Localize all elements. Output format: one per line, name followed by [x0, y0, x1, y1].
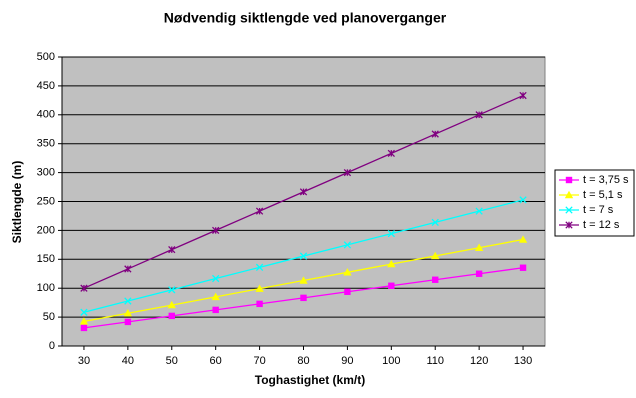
x-tick-label: 130 [514, 355, 532, 367]
data-point [475, 270, 483, 277]
data-point [388, 282, 395, 289]
y-axis-title: Siktlengde (m) [10, 161, 24, 244]
data-point [168, 245, 176, 254]
data-point [79, 317, 89, 325]
legend-marker [565, 221, 573, 229]
y-tick-label: 350 [37, 138, 55, 150]
data-point [123, 309, 133, 317]
data-point [255, 263, 264, 271]
data-point [343, 241, 352, 249]
data-point [80, 308, 88, 316]
data-point [519, 264, 527, 271]
x-tick-label: 70 [253, 355, 265, 367]
legend-label: t = 12 s [583, 219, 620, 231]
data-point [519, 91, 527, 100]
x-tick-label: 60 [210, 355, 222, 367]
data-point [167, 300, 176, 309]
y-tick-label: 0 [49, 340, 55, 352]
x-tick-label: 90 [341, 355, 353, 367]
y-tick-label: 400 [37, 109, 55, 121]
legend-label: t = 5,1 s [583, 189, 623, 201]
legend-marker [565, 206, 573, 214]
data-point [211, 292, 220, 301]
data-point [387, 229, 395, 238]
y-tick-label: 200 [37, 224, 55, 236]
x-tick-label: 110 [426, 355, 444, 367]
data-point [168, 312, 175, 320]
y-tick-label: 150 [37, 253, 55, 265]
data-point [255, 284, 264, 292]
data-point [431, 218, 439, 227]
data-point [474, 243, 484, 251]
chart-title: Nødvendig siktlengde ved planoverganger [164, 10, 447, 26]
data-point [80, 284, 88, 292]
y-tick-label: 500 [37, 51, 55, 63]
data-point [519, 196, 527, 204]
legend-marker [565, 176, 573, 184]
y-tick-label: 50 [43, 311, 55, 323]
data-point [212, 226, 220, 235]
data-point [124, 297, 132, 305]
data-point [344, 288, 351, 295]
data-point [343, 268, 352, 276]
data-point [343, 168, 352, 177]
legend-marker [564, 190, 574, 199]
data-point [256, 300, 263, 308]
data-point [299, 276, 308, 284]
data-point [387, 259, 396, 268]
data-point [518, 235, 528, 243]
y-tick-label: 450 [37, 80, 55, 92]
data-point [255, 207, 264, 215]
x-tick-label: 40 [122, 355, 134, 367]
x-tick-label: 30 [78, 355, 90, 367]
x-tick-label: 50 [166, 355, 178, 367]
data-point [387, 149, 395, 158]
data-point [431, 130, 439, 138]
data-point [300, 294, 307, 302]
x-tick-label: 120 [470, 355, 488, 367]
data-point [124, 318, 132, 326]
data-point [475, 207, 483, 215]
x-tick-label: 100 [382, 355, 400, 367]
legend-label: t = 7 s [583, 204, 614, 216]
x-tick-label: 80 [297, 355, 309, 367]
data-point [431, 251, 440, 260]
data-point [212, 274, 220, 283]
data-point [124, 265, 132, 273]
y-tick-label: 100 [37, 282, 55, 294]
legend-label: t = 3,75 s [583, 174, 629, 186]
x-axis-title: Toghastighet (km/t) [255, 373, 365, 387]
data-point [475, 111, 483, 119]
data-point [299, 252, 308, 260]
data-point [299, 188, 308, 196]
data-point [212, 306, 219, 314]
data-point [168, 286, 176, 294]
y-tick-label: 250 [37, 195, 55, 207]
data-point [432, 276, 439, 283]
y-tick-label: 300 [37, 167, 55, 179]
data-point [80, 324, 88, 332]
